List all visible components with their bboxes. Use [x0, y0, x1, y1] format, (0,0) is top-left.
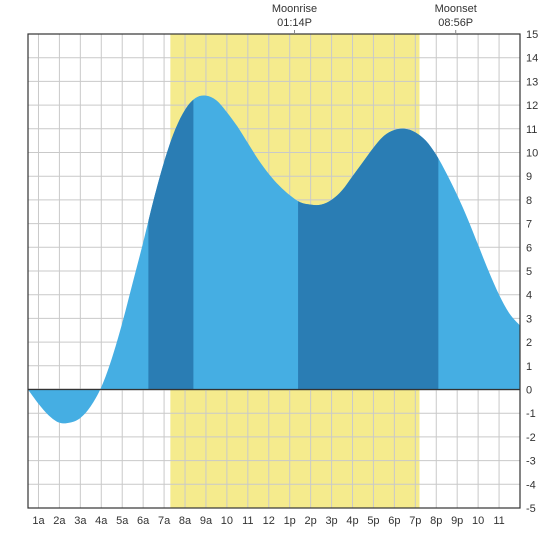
x-tick-label: 4a: [95, 515, 108, 527]
y-tick-label: 14: [526, 53, 538, 65]
tide-chart: 1a2a3a4a5a6a7a8a9a1011121p2p3p4p5p6p7p8p…: [0, 0, 550, 550]
x-tick-label: 11: [493, 515, 504, 527]
x-tick-label: 2a: [53, 515, 66, 527]
moonset-label: Moonset: [435, 3, 477, 15]
x-tick-label: 6a: [137, 515, 150, 527]
y-tick-label: 15: [526, 29, 538, 41]
x-tick-label: 10: [221, 515, 233, 527]
y-tick-label: 7: [526, 219, 532, 231]
chart-svg: 1a2a3a4a5a6a7a8a9a1011121p2p3p4p5p6p7p8p…: [0, 0, 550, 550]
x-tick-label: 8p: [430, 515, 442, 527]
y-tick-label: -2: [526, 432, 536, 444]
moonrise-time: 01:14P: [277, 17, 312, 29]
x-tick-label: 4p: [346, 515, 358, 527]
y-tick-label: 3: [526, 313, 532, 325]
y-tick-label: -5: [526, 503, 536, 515]
y-tick-label: 9: [526, 171, 532, 183]
x-tick-label: 11: [242, 515, 253, 527]
x-tick-label: 2p: [305, 515, 317, 527]
x-tick-label: 7p: [409, 515, 421, 527]
x-tick-label: 3a: [74, 515, 87, 527]
x-tick-label: 9p: [451, 515, 463, 527]
y-tick-label: 6: [526, 242, 532, 254]
y-tick-label: -3: [526, 456, 536, 468]
x-tick-label: 1a: [32, 515, 45, 527]
x-tick-label: 5a: [116, 515, 129, 527]
y-tick-label: 2: [526, 337, 532, 349]
x-tick-label: 3p: [325, 515, 337, 527]
x-tick-label: 9a: [200, 515, 213, 527]
x-tick-label: 8a: [179, 515, 192, 527]
x-tick-label: 5p: [367, 515, 379, 527]
y-tick-label: 11: [526, 124, 537, 136]
y-tick-label: -4: [526, 479, 536, 491]
y-tick-label: 5: [526, 266, 532, 278]
moonrise-label: Moonrise: [272, 3, 317, 15]
x-tick-label: 10: [472, 515, 484, 527]
y-tick-label: 1: [526, 361, 532, 373]
y-tick-label: 4: [526, 290, 532, 302]
y-tick-label: 10: [526, 148, 538, 160]
x-tick-label: 1p: [284, 515, 296, 527]
x-tick-label: 7a: [158, 515, 171, 527]
x-tick-label: 12: [263, 515, 275, 527]
y-tick-label: 8: [526, 195, 532, 207]
y-tick-label: 12: [526, 100, 538, 112]
moonset-time: 08:56P: [438, 17, 473, 29]
y-tick-label: -1: [526, 408, 536, 420]
y-tick-label: 0: [526, 385, 532, 397]
y-tick-label: 13: [526, 76, 538, 88]
x-tick-label: 6p: [388, 515, 400, 527]
